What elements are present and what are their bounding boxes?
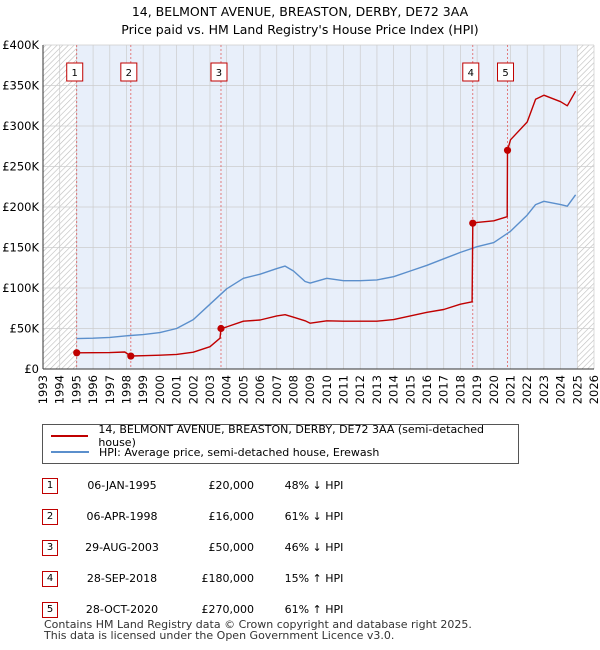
sale-point [217,324,225,333]
sale-date: 28-OCT-2020 [85,603,159,616]
legend-item-hpi: HPI: Average price, semi-detached house,… [51,444,379,460]
sale-date: 28-SEP-2018 [86,572,158,585]
sale-date: 06-APR-1998 [86,510,158,523]
sale-hpi: 61% ↓ HPI [284,510,344,523]
x-tick-label: 2003 [203,375,217,404]
x-tick-label: 2011 [337,375,351,404]
table-row: 2 06-APR-1998 £16,000 61% ↓ HPI [42,501,374,532]
sale-marker-label: 2 [126,68,132,79]
x-tick-label: 2013 [370,375,384,404]
sale-marker-label: 3 [216,68,222,79]
sale-price: £270,000 [201,603,255,616]
x-tick-label: 2015 [403,375,417,404]
y-tick-label: £100K [2,281,39,295]
sale-marker-box [210,62,228,82]
x-tick-label: 2026 [587,375,600,404]
sale-marker-box [66,62,84,82]
x-tick-label: 2023 [537,375,551,404]
sale-hpi: 15% ↑ HPI [284,572,344,585]
legend: 14, BELMONT AVENUE, BREASTON, DERBY, DE7… [42,423,519,464]
x-tick-label: 2007 [270,375,284,404]
table-row: 3 29-AUG-2003 £50,000 46% ↓ HPI [42,532,374,563]
price-chart: 1 2 3 4 5 £0 £50K £100K £150K £200K £250K £300K £350… [2,38,600,404]
sale-number: 4 [42,570,58,587]
x-tick-label: 1998 [119,375,133,404]
y-tick-label: £50K [10,322,40,336]
x-tick-label: 1993 [36,375,50,404]
table-row: 4 28-SEP-2018 £180,000 15% ↑ HPI [42,563,374,594]
x-tick-label: 2017 [437,375,451,404]
x-tick-label: 1994 [53,375,67,404]
x-tick-label: 2006 [253,375,267,404]
y-tick-label: £350K [2,79,39,93]
legend-swatch-property [51,435,89,437]
x-tick-label: 2021 [504,375,518,404]
x-tick-label: 2016 [420,375,434,404]
sale-point [469,219,477,227]
sale-date: 06-JAN-1995 [87,479,157,492]
sale-marker-box [497,62,515,82]
sale-point [127,352,135,360]
sale-hpi: 46% ↓ HPI [284,541,344,554]
x-tick-label: 2018 [453,375,467,404]
x-tick-label: 2019 [470,375,484,404]
y-tick-label: £200K [2,200,39,214]
sale-marker-label: 5 [502,68,508,79]
x-tick-label: 2005 [236,375,250,404]
sale-price: £50,000 [208,541,255,554]
sale-number: 1 [42,477,58,494]
sale-point [73,349,81,357]
sale-date: 29-AUG-2003 [85,541,159,554]
sale-marker-label: 1 [72,68,78,79]
x-tick-label: 2009 [303,375,317,404]
x-tick-label: 2000 [153,375,167,404]
y-tick-label: £400K [2,38,39,52]
sale-marker-label: 4 [468,68,474,79]
sale-marker-box [120,62,138,82]
y-tick-label: £300K [2,119,39,133]
legend-item-property: 14, BELMONT AVENUE, BREASTON, DERBY, DE7… [51,423,518,449]
chart-title-line2: Price paid vs. HM Land Registry's House … [121,22,479,37]
x-tick-label: 2014 [387,375,401,404]
x-tick-label: 2024 [554,375,568,404]
x-tick-label: 1996 [86,375,100,404]
x-tick-label: 2002 [186,375,200,404]
sale-price: £16,000 [208,510,255,523]
x-tick-label: 1995 [69,375,83,404]
sale-hpi: 61% ↑ HPI [284,603,344,616]
x-tick-label: 2001 [170,375,184,404]
x-tick-label: 2022 [520,375,534,404]
sale-number: 3 [42,539,58,556]
x-tick-label: 1997 [103,375,117,404]
x-tick-label: 2008 [286,375,300,404]
table-row: 5 28-OCT-2020 £270,000 61% ↑ HPI [42,594,374,625]
x-tick-label: 2020 [487,375,501,404]
footer-line2: This data is licensed under the Open Gov… [44,629,395,642]
legend-label-property: 14, BELMONT AVENUE, BREASTON, DERBY, DE7… [98,423,484,449]
sale-point [503,146,512,154]
y-tick-label: £250K [2,160,39,174]
footer-line1: Contains HM Land Registry data © Crown c… [44,618,472,631]
x-tick-label: 2012 [353,375,367,404]
x-tick-label: 2010 [320,375,334,404]
series-line-hpi [76,194,577,340]
x-tick-label: 2025 [570,375,584,404]
legend-swatch-hpi [51,451,89,453]
sale-hpi: 48% ↓ HPI [284,479,344,492]
chart-title-line1: 14, BELMONT AVENUE, BREASTON, DERBY, DE7… [131,4,469,19]
legend-label-hpi: HPI: Average price, semi-detached house,… [99,445,380,459]
table-row: 1 06-JAN-1995 £20,000 48% ↓ HPI [42,470,374,501]
footer: Contains HM Land Registry data © Crown c… [44,619,472,641]
sale-price: £180,000 [201,572,255,585]
sale-marker-box [462,62,480,82]
sale-number: 5 [42,601,58,618]
sales-table: 1 06-JAN-1995 £20,000 48% ↓ HPI 2 06-APR… [42,470,374,625]
x-tick-label: 2004 [220,375,234,404]
sale-price: £20,000 [208,479,255,492]
y-tick-label: £0 [24,362,39,376]
x-tick-label: 1999 [136,375,150,404]
y-tick-label: £150K [2,241,39,255]
sale-number: 2 [42,508,58,525]
